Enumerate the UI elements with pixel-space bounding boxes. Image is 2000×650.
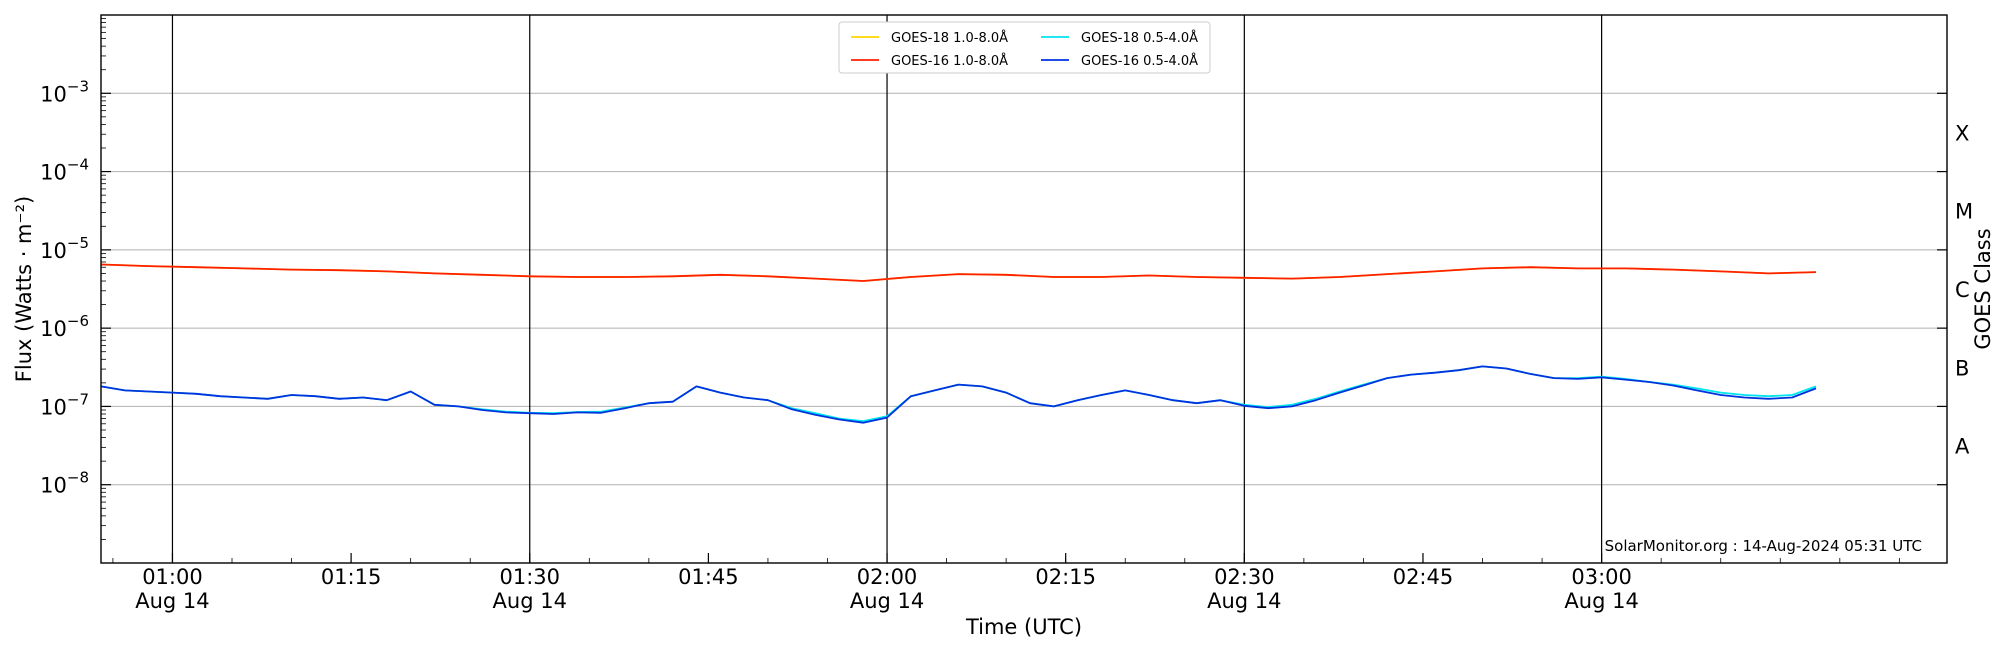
y-tick-exponent: −7 (67, 390, 89, 408)
plot-frame (100, 14, 1948, 564)
goes-class-label: B (1955, 356, 1969, 380)
y-tick-label: 10−8 (40, 469, 89, 498)
y-tick-exponent: −8 (67, 469, 89, 487)
y-tick-label: 10−7 (40, 390, 89, 419)
x-tick-date-label: Aug 14 (493, 589, 567, 613)
y2-axis-title: GOES Class (1971, 228, 1995, 349)
legend-label: GOES-18 1.0-8.0Å (891, 30, 1008, 46)
x-tick-date-label: Aug 14 (135, 589, 209, 613)
axis-ticks (101, 18, 1947, 563)
gridlines (101, 92, 1947, 486)
goes-class-label: C (1955, 278, 1970, 302)
x-tick-time-label: 02:00 (857, 565, 918, 589)
x-tick-date-label: Aug 14 (850, 589, 924, 613)
y-tick-base: 10 (40, 161, 67, 185)
legend-label: GOES-18 0.5-4.0Å (1081, 30, 1198, 46)
credit-text: SolarMonitor.org : 14-Aug-2024 05:31 UTC (1605, 537, 1922, 555)
legend-label: GOES-16 1.0-8.0Å (891, 53, 1008, 69)
major-time-lines (171, 15, 1603, 563)
goes-class-labels: X M C B A (1955, 121, 1973, 458)
goes-class-label: X (1955, 121, 1969, 145)
goes-class-label: M (1955, 200, 1973, 224)
goes-class-label: A (1955, 435, 1970, 459)
y-tick-label: 10−4 (40, 156, 89, 185)
y-tick-exponent: −5 (67, 234, 89, 252)
series-line-4 (100, 365, 1817, 424)
y-tick-exponent: −4 (67, 156, 89, 174)
x-tick-time-label: 01:45 (678, 565, 739, 589)
x-tick-time-label: 02:15 (1035, 565, 1096, 589)
x-tick-time-label: 01:00 (142, 565, 203, 589)
y-tick-base: 10 (40, 239, 67, 263)
x-tick-time-label: 01:30 (499, 565, 560, 589)
x-tick-time-label: 03:00 (1571, 565, 1632, 589)
legend-box (838, 21, 1211, 74)
x-tick-time-label: 01:15 (321, 565, 382, 589)
y-tick-exponent: −3 (67, 77, 89, 95)
x-tick-date-label: Aug 14 (1207, 589, 1281, 613)
y-tick-label: 10−6 (40, 312, 89, 341)
data-series (100, 263, 1817, 424)
y-axis-title: Flux (Watts · m⁻²) (12, 196, 36, 382)
x-tick-time-label: 02:30 (1214, 565, 1275, 589)
y-tick-labels: 10−310−410−510−610−710−8 (40, 77, 89, 497)
y-tick-exponent: −6 (67, 312, 89, 330)
x-axis-title: Time (UTC) (965, 615, 1082, 639)
x-tick-date-label: Aug 14 (1564, 589, 1638, 613)
y-tick-base: 10 (40, 395, 67, 419)
series-line-3 (100, 263, 1817, 282)
legend-entries: GOES-18 1.0-8.0Å GOES-16 1.0-8.0Å GOES-18 … (851, 30, 1198, 69)
x-tick-time-label: 02:45 (1393, 565, 1454, 589)
y-tick-label: 10−5 (40, 234, 89, 263)
legend-label: GOES-16 0.5-4.0Å (1081, 53, 1198, 69)
y-tick-base: 10 (40, 474, 67, 498)
y-tick-label: 10−3 (40, 77, 89, 106)
y-tick-base: 10 (40, 317, 67, 341)
legend: GOES-18 1.0-8.0Å GOES-16 1.0-8.0Å GOES-18 … (838, 21, 1211, 74)
y-tick-base: 10 (40, 82, 67, 106)
